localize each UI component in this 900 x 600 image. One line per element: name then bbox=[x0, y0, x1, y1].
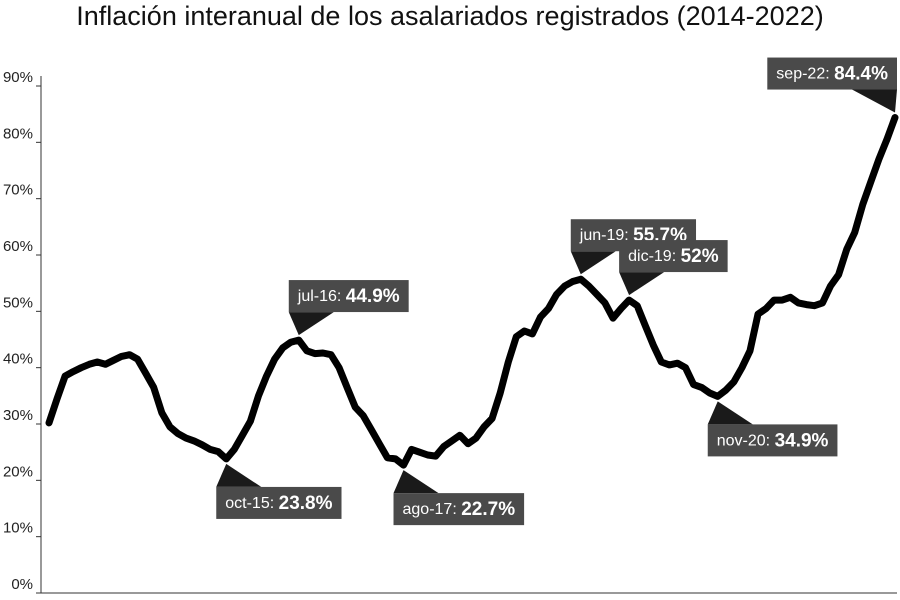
y-tick-label: 80% bbox=[3, 125, 33, 142]
callout-pointer bbox=[619, 272, 665, 296]
callout-category: ago-17: bbox=[403, 501, 457, 518]
callout: oct-15: 23.8% bbox=[216, 463, 342, 519]
callout-label: nov-20: 34.9% bbox=[717, 430, 829, 451]
callout-value: 22.7% bbox=[461, 499, 515, 520]
callout-pointer bbox=[393, 470, 439, 494]
y-tick-label: 60% bbox=[3, 238, 33, 255]
callout-value: 52% bbox=[681, 246, 719, 267]
callout-category: nov-20: bbox=[717, 433, 770, 450]
callout-category: jul-16: bbox=[297, 288, 342, 305]
callout: ago-17: 22.7% bbox=[393, 470, 525, 526]
callout-box bbox=[393, 493, 525, 526]
callout-box bbox=[216, 486, 342, 519]
callout-category: sep-22: bbox=[776, 66, 829, 83]
callout-category: jun-19: bbox=[579, 227, 629, 244]
callout: dic-19: 52% bbox=[619, 240, 728, 296]
callout-label: sep-22: 84.4% bbox=[776, 64, 888, 85]
callout-label: jul-16: 44.9% bbox=[297, 286, 400, 307]
callout-label: ago-17: 22.7% bbox=[403, 499, 516, 520]
callout-pointer bbox=[288, 312, 334, 336]
y-tick-label: 20% bbox=[3, 463, 33, 480]
callout-label: dic-19: 52% bbox=[628, 246, 719, 267]
y-tick-label: 90% bbox=[3, 69, 33, 86]
chart-title: Inflación interanual de los asalariados … bbox=[76, 1, 823, 31]
callout: nov-20: 34.9% bbox=[707, 401, 838, 457]
y-tick-label: 50% bbox=[3, 294, 33, 311]
callout-pointer bbox=[216, 463, 262, 487]
callout-box bbox=[288, 280, 409, 313]
callout-value: 34.9% bbox=[775, 430, 829, 451]
data-line bbox=[45, 114, 899, 469]
callout-label: oct-15: 23.8% bbox=[225, 493, 332, 514]
y-tick-label: 40% bbox=[3, 351, 33, 368]
y-tick-label: 10% bbox=[3, 520, 33, 537]
callout: jul-16: 44.9% bbox=[288, 280, 409, 336]
callout-pointer bbox=[852, 89, 897, 113]
callout-value: 44.9% bbox=[346, 286, 400, 307]
callout-value: 84.4% bbox=[834, 64, 888, 85]
y-tick-label: 0% bbox=[11, 576, 33, 593]
callout-category: oct-15: bbox=[225, 495, 274, 512]
callout-value: 23.8% bbox=[279, 493, 333, 514]
y-tick-label: 70% bbox=[3, 182, 33, 199]
callout-box bbox=[767, 57, 897, 90]
callout-category: dic-19: bbox=[628, 248, 676, 265]
callout-pointer bbox=[570, 251, 616, 275]
callout-pointer bbox=[707, 401, 753, 425]
callout-box bbox=[619, 240, 728, 273]
callout-box bbox=[707, 424, 838, 457]
y-tick-label: 30% bbox=[3, 407, 33, 424]
callout: sep-22: 84.4% bbox=[767, 57, 897, 113]
